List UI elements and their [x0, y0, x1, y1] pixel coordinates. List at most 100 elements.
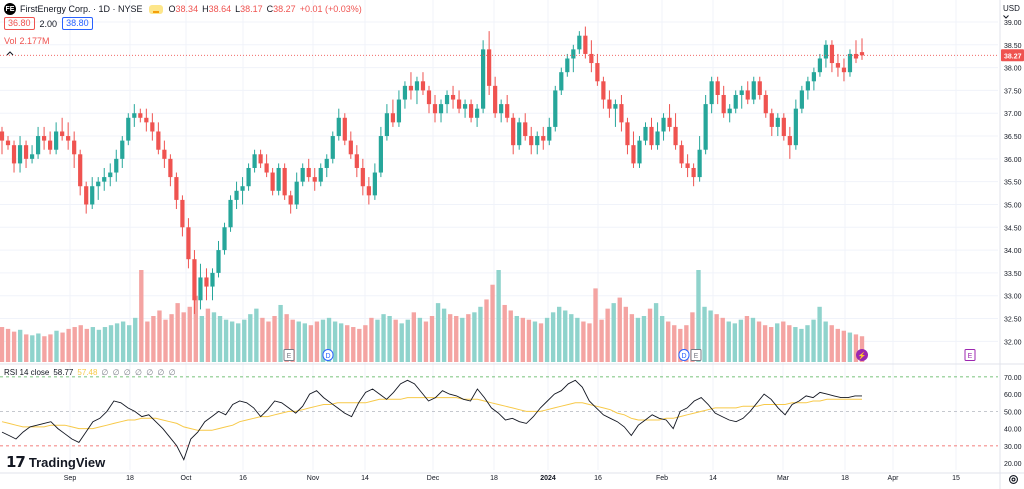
candle-body[interactable]: [366, 186, 371, 196]
candle-body[interactable]: [673, 126, 678, 146]
candle-body[interactable]: [727, 108, 732, 114]
candle-body[interactable]: [829, 44, 835, 64]
buy-button[interactable]: 38.80: [62, 17, 93, 30]
candle-body[interactable]: [721, 94, 726, 114]
candle-body[interactable]: [186, 227, 191, 260]
candle-body[interactable]: [198, 277, 203, 301]
candle-body[interactable]: [90, 186, 95, 205]
candle-body[interactable]: [781, 117, 786, 137]
candle-body[interactable]: [426, 90, 432, 105]
candle-body[interactable]: [577, 35, 582, 50]
candle-body[interactable]: [54, 131, 59, 150]
candle-body[interactable]: [450, 94, 456, 100]
candle-body[interactable]: [150, 122, 155, 132]
candle-body[interactable]: [132, 113, 137, 118]
candle-body[interactable]: [72, 140, 77, 155]
candle-body[interactable]: [11, 145, 17, 164]
candle-body[interactable]: [481, 49, 486, 109]
candle-body[interactable]: [775, 117, 780, 127]
candle-body[interactable]: [649, 126, 654, 146]
candle-body[interactable]: [655, 131, 660, 146]
candle-body[interactable]: [661, 117, 666, 132]
candle-body[interactable]: [29, 154, 35, 159]
volume-legend[interactable]: Vol 2.177M: [4, 36, 50, 46]
candle-body[interactable]: [691, 167, 696, 178]
candle-body[interactable]: [174, 177, 179, 200]
candle-body[interactable]: [559, 72, 564, 91]
candle-body[interactable]: [769, 113, 774, 127]
candle-body[interactable]: [709, 81, 714, 105]
candle-body[interactable]: [468, 104, 474, 118]
candle-body[interactable]: [252, 154, 257, 168]
candle-body[interactable]: [444, 94, 450, 105]
candle-body[interactable]: [679, 145, 684, 164]
candle-body[interactable]: [643, 126, 648, 141]
candle-body[interactable]: [511, 117, 516, 146]
candle-body[interactable]: [41, 136, 47, 141]
candle-body[interactable]: [102, 177, 107, 182]
candle-body[interactable]: [336, 117, 341, 137]
candle-body[interactable]: [342, 117, 347, 141]
candle-body[interactable]: [505, 104, 510, 118]
candle-body[interactable]: [396, 99, 402, 123]
candle-body[interactable]: [589, 53, 594, 64]
symbol-title[interactable]: FirstEnergy Corp. · 1D · NYSE: [20, 4, 143, 14]
candle-body[interactable]: [48, 140, 53, 150]
candle-body[interactable]: [276, 167, 281, 191]
candle-body[interactable]: [402, 85, 408, 100]
candle-body[interactable]: [583, 35, 588, 54]
candle-body[interactable]: [811, 72, 816, 82]
candle-body[interactable]: [625, 122, 630, 146]
candle-body[interactable]: [144, 117, 149, 123]
candle-body[interactable]: [192, 259, 197, 301]
candle-body[interactable]: [204, 277, 209, 287]
candle-body[interactable]: [745, 90, 750, 100]
candle-body[interactable]: [312, 177, 317, 182]
candle-body[interactable]: [799, 90, 804, 109]
candle-body[interactable]: [78, 154, 83, 187]
candle-body[interactable]: [96, 181, 101, 187]
candle-body[interactable]: [859, 52, 865, 56]
candle-body[interactable]: [318, 167, 323, 182]
candle-body[interactable]: [264, 163, 269, 173]
candle-body[interactable]: [805, 81, 810, 91]
candle-body[interactable]: [835, 63, 841, 68]
candle-body[interactable]: [853, 53, 859, 59]
candle-body[interactable]: [703, 104, 708, 150]
candle-body[interactable]: [529, 136, 534, 146]
candle-body[interactable]: [553, 90, 558, 127]
candle-body[interactable]: [138, 113, 143, 118]
candle-body[interactable]: [613, 104, 618, 109]
candle-body[interactable]: [523, 122, 528, 137]
currency-selector[interactable]: USD: [1003, 4, 1020, 13]
candle-body[interactable]: [697, 149, 702, 178]
candle-body[interactable]: [517, 122, 522, 146]
chevron-down-icon[interactable]: [1003, 15, 1009, 19]
candle-body[interactable]: [234, 190, 239, 200]
candle-body[interactable]: [324, 158, 329, 168]
candle-body[interactable]: [222, 227, 227, 251]
candle-body[interactable]: [17, 145, 23, 164]
candle-body[interactable]: [438, 104, 444, 114]
candle-body[interactable]: [631, 145, 636, 164]
candle-body[interactable]: [378, 136, 383, 173]
candle-body[interactable]: [667, 117, 672, 127]
candle-body[interactable]: [354, 154, 359, 168]
candle-body[interactable]: [360, 167, 365, 187]
candle-body[interactable]: [841, 67, 847, 73]
candle-body[interactable]: [619, 104, 624, 123]
candle-body[interactable]: [595, 63, 600, 82]
candle-body[interactable]: [270, 172, 275, 191]
candle-body[interactable]: [390, 113, 396, 123]
candle-body[interactable]: [35, 136, 41, 155]
candle-body[interactable]: [5, 140, 11, 146]
candle-body[interactable]: [180, 199, 185, 228]
sell-button[interactable]: 36.80: [4, 17, 35, 30]
event-marker-flash[interactable]: [856, 349, 868, 361]
candle-body[interactable]: [793, 108, 798, 146]
candle-body[interactable]: [258, 154, 263, 164]
chevron-up-icon[interactable]: [6, 50, 14, 56]
candle-body[interactable]: [84, 186, 89, 205]
candle-body[interactable]: [462, 104, 468, 109]
